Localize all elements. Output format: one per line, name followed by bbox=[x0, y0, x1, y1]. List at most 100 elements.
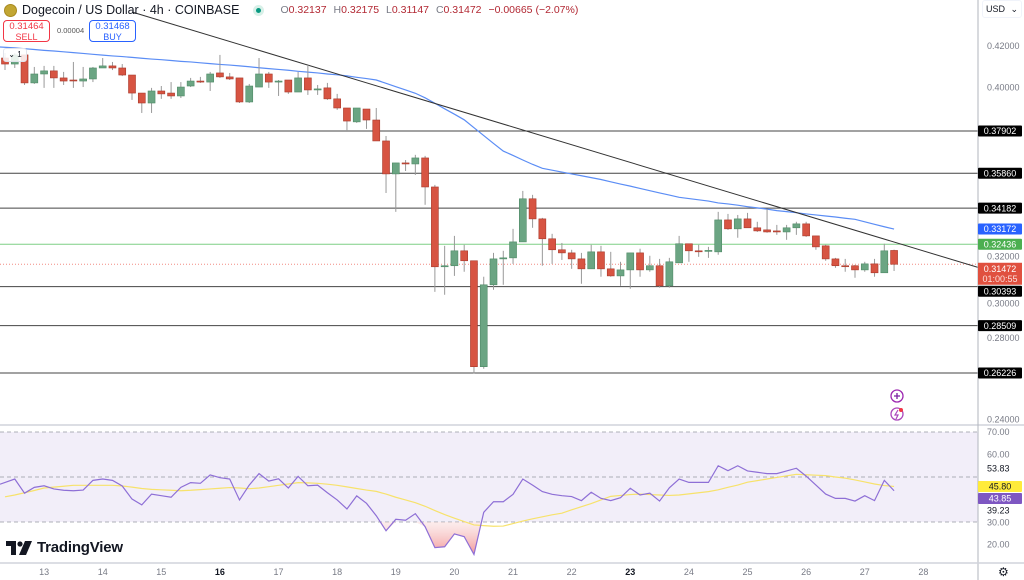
candle-up bbox=[626, 252, 635, 271]
currency-label: USD bbox=[986, 4, 1006, 14]
candle-down bbox=[694, 250, 703, 253]
buy-button[interactable]: 0.31468 BUY bbox=[89, 20, 136, 42]
time-tick: 20 bbox=[449, 567, 459, 577]
candle-up bbox=[274, 80, 283, 83]
low-value: 0.31147 bbox=[391, 4, 430, 16]
candle-up bbox=[98, 65, 107, 69]
indicators-toggle-button[interactable]: ⌄ 1 bbox=[3, 48, 27, 62]
level-label-bg bbox=[978, 202, 1022, 214]
rsi-ma-label-bg bbox=[978, 480, 1022, 492]
level-label: 0.28509 bbox=[984, 321, 1017, 331]
candle-down bbox=[821, 245, 830, 260]
price-tick: 0.32000 bbox=[987, 251, 1020, 261]
spread-value: 0.00004 bbox=[57, 26, 85, 35]
candle-down bbox=[812, 235, 820, 248]
sell-label: SELL bbox=[15, 32, 38, 42]
currency-select[interactable]: USD ⌄ bbox=[982, 0, 1022, 18]
candle-down bbox=[216, 72, 224, 78]
level-label-bg bbox=[978, 238, 1022, 250]
candle-up bbox=[255, 73, 263, 88]
rsi-tick: 60.00 bbox=[987, 450, 1010, 460]
time-tick: 21 bbox=[508, 567, 518, 577]
candle-down bbox=[743, 218, 752, 229]
level-label: 0.26226 bbox=[984, 368, 1017, 378]
time-tick: 13 bbox=[39, 567, 49, 577]
trendline bbox=[131, 11, 981, 269]
candle-down bbox=[724, 219, 732, 230]
dogecoin-icon bbox=[4, 3, 17, 17]
countdown-label: 01:00:55 bbox=[982, 274, 1017, 284]
candle-down bbox=[802, 223, 810, 237]
buy-price: 0.31468 bbox=[95, 21, 130, 32]
trendline-line bbox=[131, 11, 981, 269]
time-tick: 25 bbox=[743, 567, 753, 577]
price-tick: 0.40000 bbox=[987, 83, 1020, 93]
price-tick: 0.28000 bbox=[987, 333, 1020, 343]
candle-up bbox=[40, 70, 48, 75]
candle-up bbox=[646, 265, 654, 271]
candle-up bbox=[206, 73, 214, 83]
candle-down bbox=[235, 77, 244, 103]
candle-up bbox=[733, 218, 742, 230]
price-tick: 0.30000 bbox=[987, 298, 1020, 308]
rsi-pane bbox=[0, 424, 1024, 557]
candle-down bbox=[528, 198, 537, 220]
time-tick: 24 bbox=[684, 567, 694, 577]
candle-down bbox=[841, 265, 850, 268]
level-label: 0.34182 bbox=[984, 203, 1017, 213]
candle-down bbox=[225, 76, 234, 80]
close-label: C bbox=[435, 4, 444, 16]
candle-up bbox=[479, 284, 488, 367]
chevron-down-icon: ⌄ bbox=[1010, 3, 1018, 14]
candle-up bbox=[177, 86, 185, 97]
lightning-icon[interactable] bbox=[890, 407, 904, 421]
candle-up bbox=[714, 219, 723, 253]
candle-down bbox=[538, 218, 547, 240]
candle-down bbox=[196, 80, 205, 83]
candle-down bbox=[773, 230, 781, 233]
plus-circle-icon[interactable] bbox=[890, 389, 904, 403]
sell-button[interactable]: 0.31464 SELL bbox=[3, 20, 50, 42]
price-tick: 0.24000 bbox=[987, 414, 1020, 424]
candle-down bbox=[50, 70, 58, 79]
candle-up bbox=[704, 250, 713, 252]
time-tick: 19 bbox=[391, 567, 401, 577]
candle-down bbox=[606, 268, 615, 277]
open-label: O bbox=[280, 4, 289, 16]
high-value: 0.32175 bbox=[341, 4, 380, 16]
candle-down bbox=[597, 251, 605, 270]
candle-down bbox=[333, 98, 341, 109]
candle-up bbox=[792, 223, 801, 229]
change-value: −0.00665 (−2.07%) bbox=[488, 4, 579, 16]
gear-icon[interactable]: ⚙ bbox=[998, 565, 1009, 579]
candle-up bbox=[313, 88, 322, 91]
candle-down bbox=[567, 252, 576, 260]
candle-down bbox=[753, 227, 762, 232]
candle-down bbox=[685, 243, 693, 252]
rsi-high-label: 53.83 bbox=[987, 464, 1010, 474]
rsi-value-label: 43.85 bbox=[989, 494, 1012, 504]
candle-down bbox=[831, 258, 840, 267]
candle-down bbox=[421, 157, 429, 188]
candle-down bbox=[636, 252, 644, 271]
candle-down bbox=[655, 265, 664, 287]
level-label-bg bbox=[978, 320, 1022, 332]
time-tick: 28 bbox=[918, 567, 928, 577]
candle-up bbox=[186, 80, 195, 87]
symbol-title[interactable]: Dogecoin / US Dollar · 4h · COINBASE bbox=[22, 3, 240, 17]
candle-up bbox=[675, 243, 683, 264]
rsi-ma-line bbox=[4, 473, 895, 527]
level-label-bg bbox=[978, 367, 1022, 379]
candle-down bbox=[851, 265, 859, 271]
candle-up bbox=[391, 162, 400, 175]
time-tick: 22 bbox=[567, 567, 577, 577]
rsi-ma-label: 45.80 bbox=[989, 482, 1012, 492]
candle-down bbox=[890, 250, 898, 265]
candle-down bbox=[108, 65, 117, 69]
candle-down bbox=[69, 79, 78, 82]
logo-text: TradingView bbox=[37, 539, 123, 556]
candle-up bbox=[294, 77, 302, 93]
candle-down bbox=[460, 250, 468, 262]
time-tick: 26 bbox=[801, 567, 811, 577]
